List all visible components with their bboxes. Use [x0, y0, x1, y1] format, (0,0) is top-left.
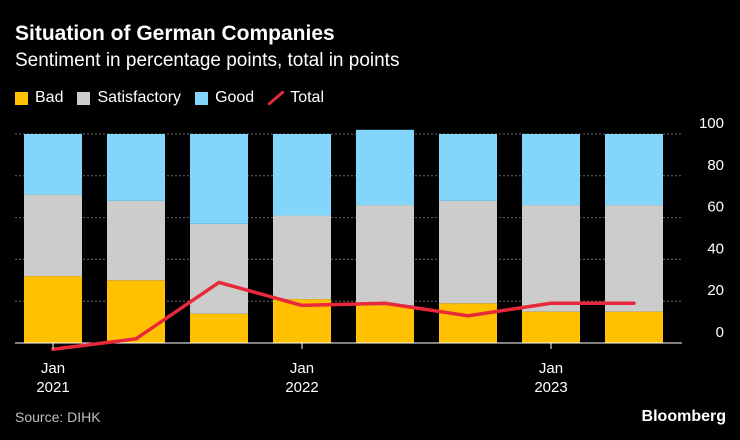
total-line — [51, 280, 636, 352]
source-note: Source: DIHK — [15, 409, 101, 425]
legend-label-satisfactory: Satisfactory — [97, 89, 182, 106]
bar-bad-0 — [24, 276, 82, 343]
bar-satisfactory-6 — [522, 205, 580, 312]
bar-bad-4 — [356, 305, 414, 343]
y-tick-label-80: 80 — [707, 157, 724, 174]
bar-satisfactory-7 — [605, 205, 663, 312]
y-tick-label-0: 0 — [716, 324, 724, 341]
legend-item-total: Total — [268, 89, 324, 107]
legend-label-total: Total — [290, 89, 324, 106]
bar-satisfactory-2 — [190, 223, 248, 314]
bar-bad-6 — [522, 311, 580, 343]
bar-good-5 — [439, 134, 497, 201]
x-tick-year-2023: 2023 — [534, 379, 567, 396]
legend-item-good: Good — [195, 89, 254, 107]
y-tick-label-40: 40 — [707, 240, 724, 257]
legend-label-bad: Bad — [35, 89, 64, 106]
bar-good-6 — [522, 134, 580, 206]
x-tick-year-2022: 2022 — [285, 379, 318, 396]
legend-item-bad: Bad — [15, 89, 63, 107]
bar-bad-5 — [439, 303, 497, 343]
legend-swatch-good — [195, 91, 209, 105]
bar-good-7 — [605, 134, 663, 206]
bar-satisfactory-4 — [356, 205, 414, 306]
y-tick-label-60: 60 — [707, 199, 724, 216]
bar-bad-7 — [605, 311, 663, 343]
y-tick-label-100: 100 — [699, 115, 724, 132]
bar-satisfactory-1 — [107, 200, 165, 281]
legend-label-good: Good — [215, 89, 255, 106]
bar-good-2 — [190, 134, 248, 224]
x-tick-year-2021: 2021 — [36, 379, 69, 396]
chart-title: Situation of German Companies — [15, 22, 335, 45]
bar-bad-1 — [107, 280, 165, 343]
legend-swatch-satisfactory — [77, 91, 91, 105]
bar-good-0 — [24, 134, 82, 195]
bar-satisfactory-3 — [273, 215, 331, 300]
bar-satisfactory-0 — [24, 194, 82, 277]
bar-good-4 — [356, 129, 414, 206]
x-tick-month-2021: Jan — [41, 360, 65, 377]
chart-legend: Bad Satisfactory Good Total — [15, 89, 338, 107]
legend-line-total-icon — [268, 91, 285, 105]
legend-item-satisfactory: Satisfactory — [77, 89, 181, 107]
bar-satisfactory-5 — [439, 200, 497, 304]
legend-swatch-bad — [15, 91, 28, 105]
chart-subtitle: Sentiment in percentage points, total in… — [15, 50, 400, 71]
bloomberg-logo: Bloomberg — [641, 408, 726, 425]
bar-bad-2 — [190, 313, 248, 343]
x-tick-month-2022: Jan — [290, 360, 314, 377]
x-tick-month-2023: Jan — [539, 360, 563, 377]
y-tick-label-20: 20 — [707, 282, 724, 299]
bar-good-1 — [107, 134, 165, 201]
bar-good-3 — [273, 134, 331, 216]
